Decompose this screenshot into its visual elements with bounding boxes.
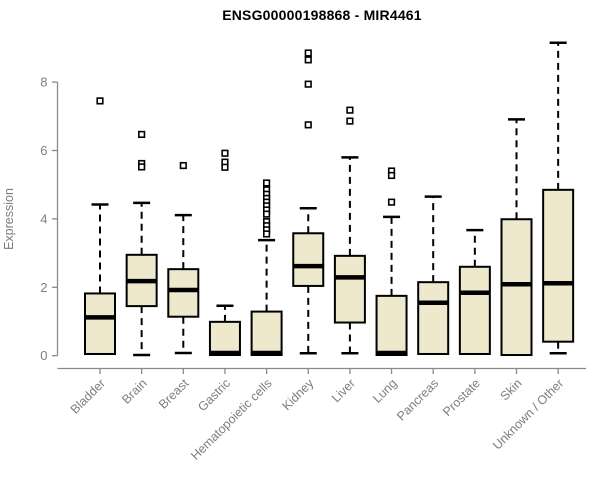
outlier-point — [262, 230, 271, 238]
outlier-point — [262, 179, 271, 187]
iqr-box — [542, 188, 575, 343]
outlier-point — [262, 210, 271, 218]
y-tick-label: 6 — [40, 143, 47, 158]
x-tick-label: Pancreas — [394, 376, 441, 423]
outlier-point — [221, 149, 229, 157]
boxplot-pancreas — [417, 195, 450, 355]
outlier-point — [346, 106, 354, 114]
x-tick-label: Kidney — [279, 376, 316, 413]
outlier-point — [387, 198, 396, 206]
outlier-point — [387, 171, 396, 180]
iqr-box — [375, 294, 408, 357]
boxplot-breast — [167, 161, 200, 355]
outlier-point — [304, 56, 312, 64]
y-tick-label: 8 — [40, 75, 47, 90]
outlier-point — [304, 80, 312, 88]
iqr-box — [250, 310, 283, 357]
iqr-box — [500, 218, 533, 357]
boxplot-skin — [500, 118, 533, 357]
x-tick-label: Lung — [370, 376, 400, 406]
outlier-point — [304, 121, 312, 129]
x-tick-label: Bladder — [68, 376, 108, 416]
iqr-box — [84, 292, 116, 355]
boxplot-lung — [375, 167, 408, 357]
x-tick-label: Skin — [498, 376, 525, 403]
x-tick-label: Hematopoietic cells — [188, 376, 275, 463]
outlier-point — [179, 161, 187, 170]
iqr-box — [417, 281, 450, 355]
boxplot-liver — [333, 106, 366, 355]
x-tick-label: Prostate — [440, 376, 483, 419]
x-tick-label: Unknown / Other — [490, 376, 566, 452]
outlier-point — [138, 163, 146, 171]
y-axis-title: Expression — [2, 188, 16, 250]
outlier-point — [304, 49, 312, 57]
boxplot-brain — [125, 130, 158, 357]
boxplot-gastric — [208, 149, 241, 357]
boxplot-unknown-other — [542, 41, 575, 355]
iqr-box — [208, 320, 241, 357]
y-tick-label: 2 — [40, 280, 47, 295]
boxplot-hematopoietic-cells — [250, 179, 283, 357]
y-tick-label: 4 — [40, 211, 47, 226]
y-axis: 0 2 4 6 8 Expression — [2, 75, 59, 363]
boxplot-bladder — [84, 97, 116, 355]
outlier-point — [138, 130, 146, 139]
outlier-point — [96, 97, 104, 105]
chart-title: ENSG00000198868 - MIR4461 — [222, 7, 422, 23]
outlier-point — [221, 163, 229, 171]
boxplot-prostate — [458, 228, 491, 355]
iqr-box — [167, 268, 200, 318]
iqr-box — [292, 232, 325, 287]
x-tick-label: Gastric — [195, 376, 233, 414]
outlier-point — [346, 117, 354, 125]
iqr-box — [458, 265, 491, 355]
boxplot-kidney — [292, 49, 325, 355]
x-tick-label: Breast — [156, 376, 192, 412]
y-tick-label: 0 — [40, 348, 47, 363]
iqr-box — [333, 254, 366, 324]
x-tick-label: Liver — [329, 376, 358, 405]
x-tick-label: Brain — [119, 376, 150, 407]
